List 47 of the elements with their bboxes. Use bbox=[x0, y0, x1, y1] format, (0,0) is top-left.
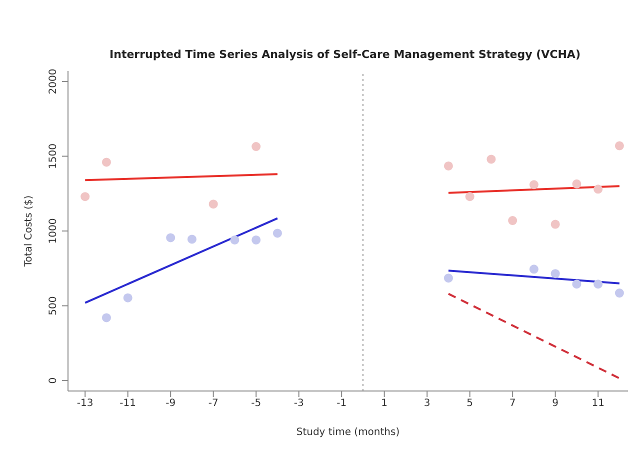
point bbox=[123, 293, 132, 302]
chart-title: Interrupted Time Series Analysis of Self-Care Management Strategy (VCHA) bbox=[108, 47, 582, 61]
point bbox=[102, 313, 111, 322]
x-tick-label: 3 bbox=[424, 398, 430, 410]
x-tick-label: -3 bbox=[294, 398, 304, 410]
point bbox=[572, 179, 582, 188]
x-tick-label: 5 bbox=[466, 398, 474, 410]
x-tick-label: -5 bbox=[251, 398, 262, 410]
x-tick-label: 1 bbox=[381, 398, 388, 410]
point bbox=[572, 280, 582, 289]
x-axis-title: Study time (months) bbox=[296, 427, 400, 438]
point bbox=[614, 141, 624, 150]
point bbox=[272, 228, 282, 238]
x-tick-label: -11 bbox=[120, 398, 136, 410]
y-tick-label: 500 bbox=[48, 296, 59, 316]
x-tick-label: -13 bbox=[76, 398, 94, 410]
x-tick-label: 7 bbox=[509, 398, 516, 410]
x-tick-label: -7 bbox=[208, 398, 218, 410]
y-axis-title: Total Costs ($) bbox=[24, 195, 35, 268]
y-tick-label: 1000 bbox=[48, 218, 59, 244]
point bbox=[508, 216, 518, 226]
point bbox=[208, 200, 218, 209]
point bbox=[102, 158, 111, 167]
point bbox=[529, 180, 538, 190]
point bbox=[187, 234, 196, 244]
y-tick-label: 1500 bbox=[48, 144, 59, 169]
y-tick-label: 2000 bbox=[48, 68, 59, 94]
point bbox=[529, 264, 538, 274]
point bbox=[230, 235, 240, 244]
point bbox=[166, 233, 176, 242]
point bbox=[550, 220, 560, 229]
point bbox=[252, 235, 261, 244]
point bbox=[550, 269, 560, 278]
point bbox=[80, 192, 90, 202]
point bbox=[252, 142, 261, 152]
x-tick-label: -9 bbox=[166, 398, 176, 410]
point bbox=[614, 288, 624, 298]
point bbox=[594, 280, 603, 289]
x-tick-label: 9 bbox=[552, 398, 559, 410]
point bbox=[486, 154, 496, 164]
y-tick-label: 0 bbox=[48, 377, 59, 384]
point bbox=[444, 161, 453, 170]
x-tick-label: -1 bbox=[336, 398, 347, 410]
point bbox=[594, 184, 603, 194]
point bbox=[465, 192, 474, 202]
point bbox=[444, 274, 453, 283]
x-tick-label: 11 bbox=[592, 398, 604, 410]
